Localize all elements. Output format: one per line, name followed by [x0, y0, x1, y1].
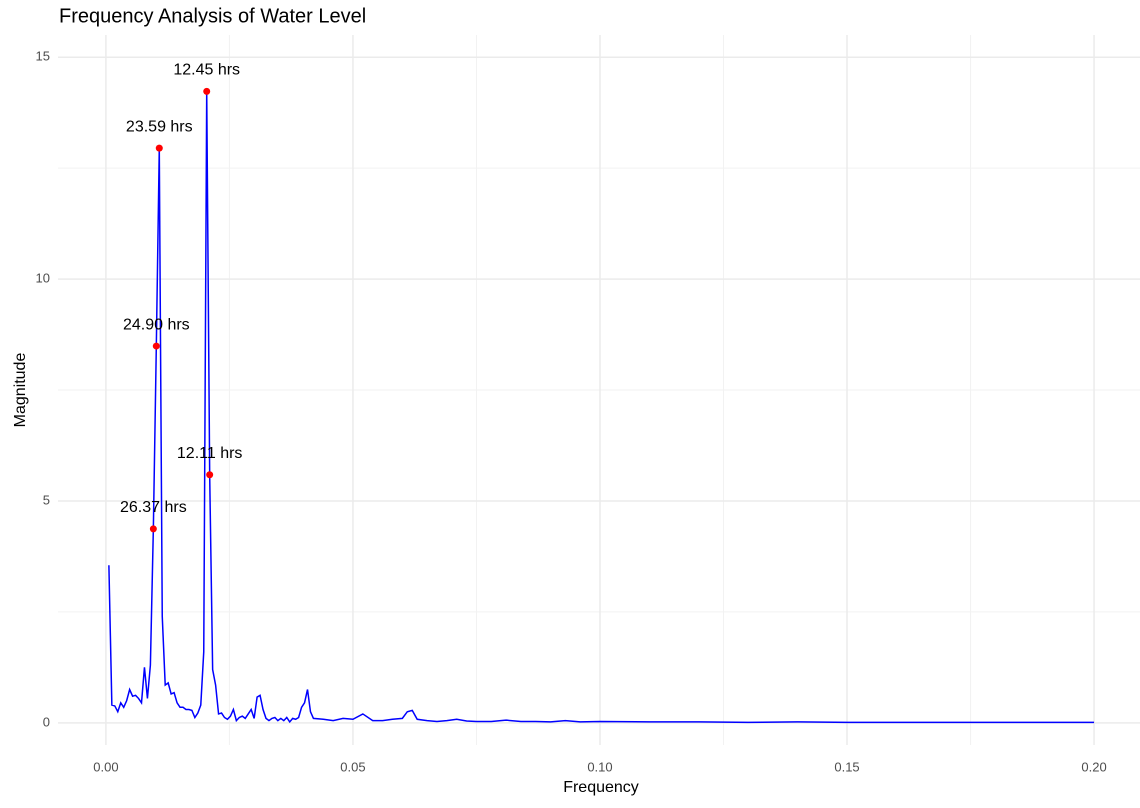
y-axis-title: Magnitude — [12, 353, 29, 428]
x-tick-label: 0.05 — [340, 759, 365, 774]
y-tick-label: 10 — [36, 271, 50, 286]
peak-label: 24.90 hrs — [123, 316, 190, 333]
x-tick-label: 0.15 — [834, 759, 859, 774]
x-tick-label: 0.10 — [587, 759, 612, 774]
x-tick-label: 0.00 — [93, 759, 118, 774]
y-tick-label: 0 — [43, 714, 50, 729]
peak-label: 12.45 hrs — [173, 62, 240, 79]
peak-point — [155, 144, 163, 152]
peak-point — [152, 342, 160, 350]
x-axis-title: Frequency — [563, 779, 639, 796]
peak-point — [203, 87, 211, 95]
x-tick-label: 0.20 — [1081, 759, 1106, 774]
data-line — [108, 91, 1095, 724]
peak-label: 26.37 hrs — [120, 499, 187, 516]
peak-label: 12.11 hrs — [177, 445, 243, 462]
peak-point — [206, 471, 214, 479]
y-tick-label: 5 — [43, 492, 50, 507]
peak-label: 23.59 hrs — [126, 118, 193, 135]
y-tick-label: 15 — [36, 49, 50, 64]
chart-title: Frequency Analysis of Water Level — [59, 5, 366, 27]
peak-point — [149, 525, 157, 533]
